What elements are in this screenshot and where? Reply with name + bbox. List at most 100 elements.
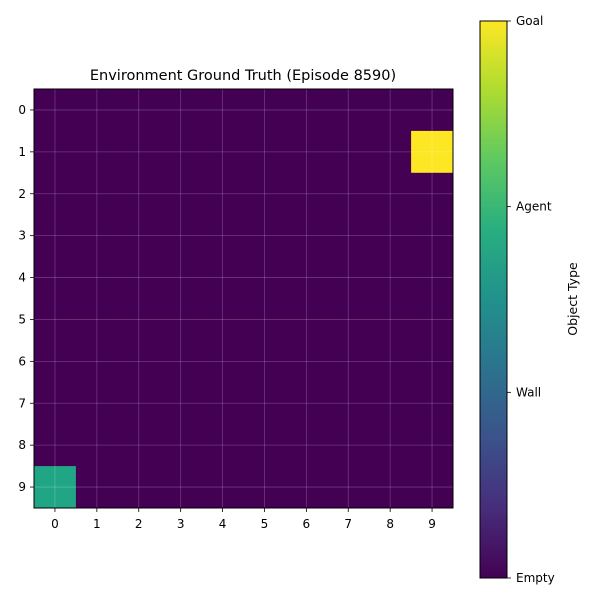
heatmap-cell xyxy=(117,382,161,425)
heatmap-cell xyxy=(75,466,119,509)
heatmap-cell xyxy=(159,256,203,299)
heatmap-cell xyxy=(201,172,244,216)
heatmap-cell xyxy=(117,340,161,383)
x-tick-label: 6 xyxy=(303,517,311,531)
colorbar-tick-label: Agent xyxy=(516,200,552,214)
colorbar-tick-label: Empty xyxy=(516,571,555,585)
colorbar-gradient xyxy=(479,20,508,579)
heatmap-cell xyxy=(75,256,119,299)
heatmap-cell xyxy=(34,256,77,299)
heatmap-cell xyxy=(34,466,77,509)
heatmap-cell xyxy=(75,89,119,132)
heatmap-cell xyxy=(159,298,203,341)
heatmap-cell xyxy=(243,424,286,467)
heatmap-cell xyxy=(243,340,286,383)
heatmap-cell xyxy=(243,382,286,425)
gridlines xyxy=(34,89,453,508)
heatmap-cell xyxy=(75,424,119,467)
heatmap-cell xyxy=(243,89,286,132)
heatmap-cell xyxy=(411,172,454,216)
x-tick-label: 7 xyxy=(344,517,352,531)
heatmap-cell xyxy=(327,466,370,509)
heatmap-cell xyxy=(327,89,370,132)
colorbar: Empty Wall Agent Goal Object Type xyxy=(479,14,580,585)
heatmap-cell xyxy=(369,172,412,216)
heatmap-cell xyxy=(201,298,244,341)
y-tick-label: 0 xyxy=(18,103,26,117)
heatmap-cell xyxy=(117,466,161,509)
heatmap-cell xyxy=(117,424,161,467)
heatmap-cell xyxy=(369,298,412,341)
y-tick-label: 6 xyxy=(18,354,26,368)
heatmap-cell xyxy=(159,340,203,383)
heatmap-cell xyxy=(411,466,454,509)
x-tick-label: 1 xyxy=(93,517,101,531)
x-tick-label: 8 xyxy=(386,517,394,531)
heatmap-cell xyxy=(369,466,412,509)
heatmap-cell xyxy=(159,89,203,132)
heatmap-cell xyxy=(411,382,454,425)
heatmap-cell xyxy=(285,130,328,174)
heatmap-cell xyxy=(117,172,161,216)
heatmap-cell xyxy=(369,340,412,383)
heatmap-cell xyxy=(75,130,119,174)
heatmap-cell xyxy=(285,340,328,383)
heatmap-cell xyxy=(117,89,161,132)
heatmap-cell xyxy=(369,424,412,467)
heatmap-cell xyxy=(117,298,161,341)
y-tick-label: 2 xyxy=(18,187,26,201)
x-axis: 0 1 2 3 4 5 6 7 8 9 xyxy=(51,508,436,531)
y-axis: 0 1 2 3 4 5 6 7 8 9 xyxy=(18,103,34,494)
heatmap-cell xyxy=(411,214,454,258)
heatmap-cell xyxy=(34,130,77,174)
x-tick-label: 5 xyxy=(261,517,269,531)
heatmap-cell xyxy=(285,298,328,341)
colorbar-label: Object Type xyxy=(565,262,580,336)
heatmap-cell xyxy=(411,298,454,341)
heatmap-cell xyxy=(243,130,286,174)
heatmap-cell xyxy=(34,298,77,341)
x-tick-label: 4 xyxy=(219,517,227,531)
heatmap-cell xyxy=(369,214,412,258)
heatmap-cell xyxy=(201,214,244,258)
heatmap-cell xyxy=(243,298,286,341)
plot-frame xyxy=(33,88,454,509)
heatmap-cell xyxy=(117,130,161,174)
heatmap-cell xyxy=(159,214,203,258)
heatmap-cell xyxy=(159,130,203,174)
heatmap-cell xyxy=(285,172,328,216)
heatmap-cell xyxy=(201,256,244,299)
heatmap-cell xyxy=(117,214,161,258)
heatmap-cell xyxy=(327,424,370,467)
y-tick-label: 9 xyxy=(18,480,26,494)
heatmap-cell xyxy=(75,214,119,258)
heatmap-cell xyxy=(285,214,328,258)
y-tick-label: 5 xyxy=(18,312,26,326)
heatmap-cell xyxy=(411,130,454,174)
x-tick-label: 0 xyxy=(51,517,59,531)
heatmap-cells xyxy=(34,89,454,509)
colorbar-ticks: Empty Wall Agent Goal xyxy=(507,14,555,585)
heatmap-cell xyxy=(327,214,370,258)
heatmap-cell xyxy=(327,340,370,383)
heatmap-cell xyxy=(285,256,328,299)
heatmap-cell xyxy=(369,382,412,425)
x-tick-label: 3 xyxy=(177,517,185,531)
heatmap-cell xyxy=(34,340,77,383)
y-tick-label: 1 xyxy=(18,145,26,159)
heatmap-cell xyxy=(34,382,77,425)
heatmap-cell xyxy=(159,172,203,216)
heatmap-cell xyxy=(159,466,203,509)
colorbar-tick-label: Goal xyxy=(516,14,543,28)
heatmap-cell xyxy=(75,298,119,341)
chart-title: Environment Ground Truth (Episode 8590) xyxy=(90,68,396,84)
y-tick-label: 3 xyxy=(18,229,26,243)
y-tick-label: 4 xyxy=(18,271,26,285)
heatmap-cell xyxy=(327,130,370,174)
heatmap-cell xyxy=(117,256,161,299)
y-tick-label: 7 xyxy=(18,396,26,410)
heatmap-cell xyxy=(243,214,286,258)
heatmap-cell xyxy=(34,89,77,132)
heatmap-cell xyxy=(75,340,119,383)
heatmap-cell xyxy=(369,89,412,132)
